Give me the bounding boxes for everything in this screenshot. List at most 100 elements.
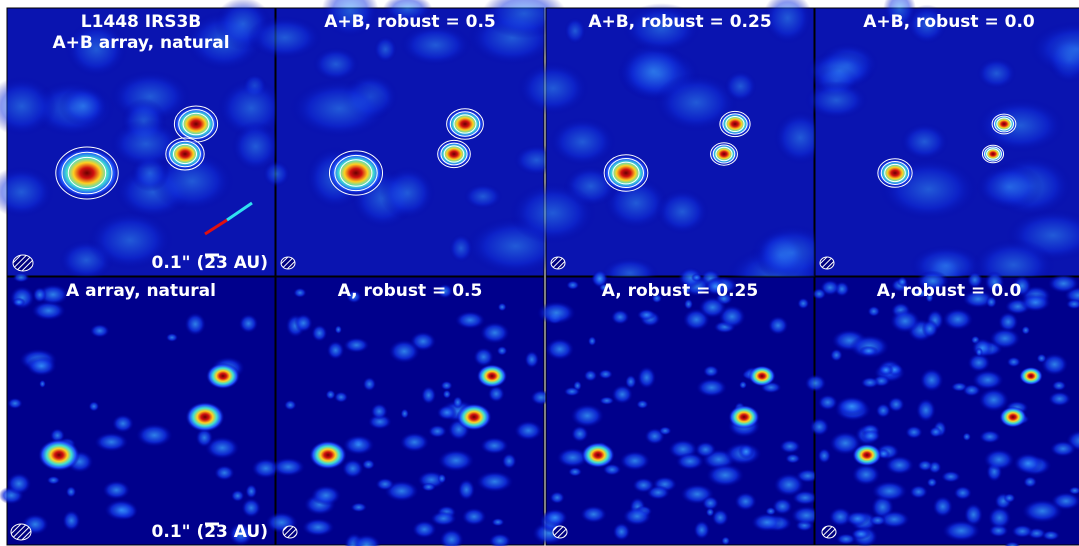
noise [588, 336, 596, 346]
noise [818, 448, 831, 463]
noise [735, 492, 757, 511]
noise [613, 523, 631, 541]
panel: A, robust = 0.5 [265, 277, 551, 546]
noise [571, 426, 588, 443]
noise [545, 338, 574, 360]
noise [869, 515, 886, 526]
panel: L1448 IRS3BA+B array, natural0.1" (23 AU… [0, 0, 286, 281]
noise [335, 325, 342, 334]
noise [400, 432, 429, 452]
noise [312, 47, 359, 82]
noise [326, 390, 336, 400]
page: L1448 IRS3BA+B array, natural0.1" (23 AU… [0, 0, 1079, 546]
noise [462, 508, 487, 526]
noise [564, 387, 580, 396]
noise [612, 385, 633, 404]
noise [927, 478, 937, 488]
panel-title: A+B array, natural [52, 33, 229, 53]
noise [112, 414, 134, 432]
noise [655, 188, 709, 234]
noise [885, 456, 914, 475]
noise [721, 536, 730, 545]
noise [917, 460, 932, 471]
noise [509, 182, 596, 244]
noise [637, 366, 656, 389]
noise [389, 340, 420, 364]
noise [852, 464, 880, 486]
noise [453, 396, 463, 408]
noise [988, 507, 1011, 529]
noise [797, 298, 809, 309]
noise [978, 388, 1009, 412]
noise [443, 390, 451, 399]
source-name: L1448 IRS3B [81, 12, 202, 32]
noise [103, 481, 131, 500]
panel-title: A, robust = 0.0 [877, 281, 1022, 301]
noise [7, 473, 32, 495]
noise [543, 509, 568, 527]
beam [822, 526, 836, 538]
noise [7, 398, 22, 409]
noise [327, 341, 345, 360]
noise [1020, 294, 1051, 312]
noise [878, 364, 893, 375]
noise [890, 309, 920, 333]
panel-title: A, robust = 0.5 [338, 281, 483, 301]
noise [39, 380, 46, 388]
noise [1011, 525, 1033, 538]
noise [463, 183, 503, 209]
noise [1037, 354, 1047, 363]
noise [343, 337, 369, 352]
noise [975, 98, 1066, 153]
noise [502, 453, 517, 469]
noise [694, 520, 710, 539]
noise [696, 378, 727, 397]
noise [497, 346, 508, 356]
noise [376, 478, 395, 491]
source [602, 155, 649, 191]
noise [514, 421, 542, 441]
noise [909, 485, 927, 499]
noise [818, 394, 838, 410]
source [728, 405, 759, 429]
noise [659, 426, 672, 435]
source [852, 444, 881, 466]
figure: L1448 IRS3BA+B array, natural0.1" (23 AU… [0, 0, 1079, 546]
noise [599, 397, 614, 405]
noise [835, 396, 868, 416]
noise [637, 309, 656, 320]
source [309, 441, 346, 470]
noise [104, 499, 138, 520]
panel: A+B, robust = 0.0 [804, 0, 1079, 298]
source [164, 138, 206, 170]
noise [1052, 381, 1066, 391]
noise [90, 324, 110, 338]
noise [422, 483, 436, 492]
noise [712, 509, 729, 526]
noise [1050, 441, 1076, 457]
noise [89, 401, 100, 411]
noise [964, 503, 983, 526]
noise [564, 17, 586, 44]
noise [488, 386, 505, 403]
source [999, 407, 1026, 428]
noise [458, 479, 475, 500]
beam [553, 526, 567, 538]
noise [66, 486, 76, 497]
source [1019, 367, 1043, 385]
noise [1022, 499, 1063, 523]
noise [476, 471, 513, 492]
noise [632, 478, 654, 493]
panel-title: A+B, robust = 0.25 [588, 12, 771, 32]
panel: A, robust = 0.0 [805, 271, 1079, 546]
noise [724, 70, 757, 102]
noise [284, 400, 296, 410]
noise [13, 298, 26, 307]
noise [779, 439, 800, 453]
panel: A+B, robust = 0.5 [247, 0, 566, 276]
noise [905, 426, 922, 439]
noise [812, 288, 826, 300]
noise [984, 449, 1015, 470]
noise [289, 79, 389, 138]
panel-title: A+B, robust = 0.5 [324, 12, 496, 32]
